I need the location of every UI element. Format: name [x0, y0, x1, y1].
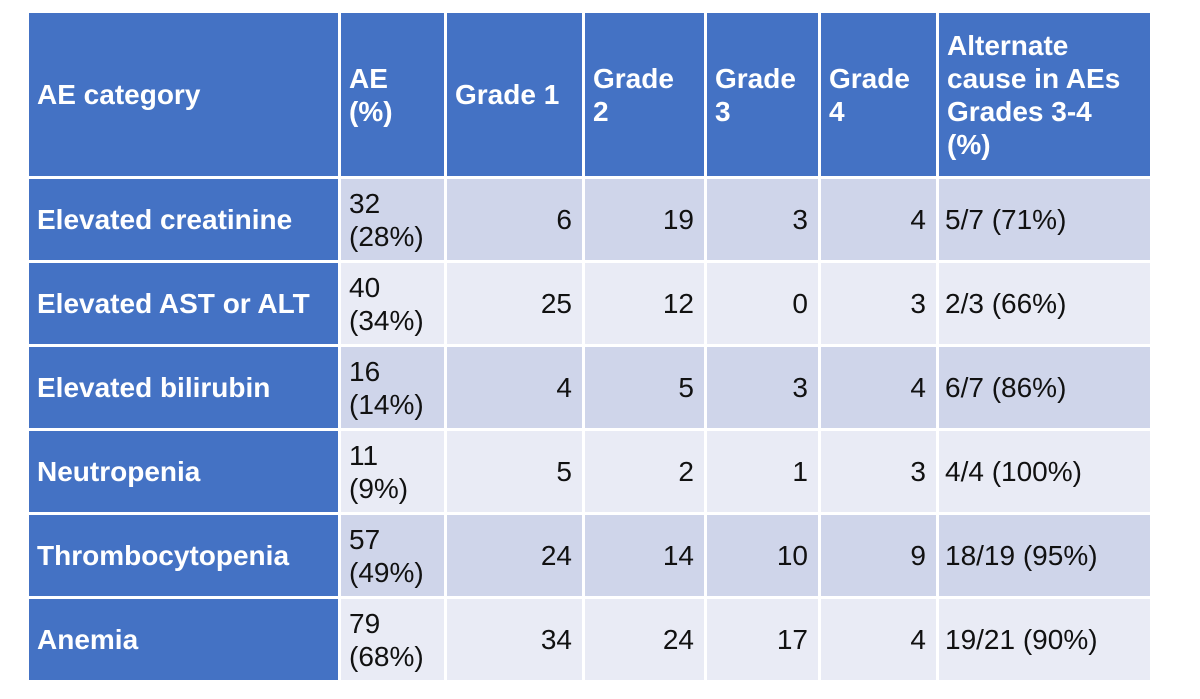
cell-grade-2: 2: [582, 428, 707, 515]
cell-ae-percent: 11 (9%): [338, 428, 447, 515]
cell-alternate-cause: 6/7 (86%): [936, 344, 1153, 431]
cell-grade-2: 14: [582, 512, 707, 599]
cell-grade-4: 3: [818, 260, 939, 347]
cell-grade-3: 10: [704, 512, 821, 599]
cell-grade-4: 4: [818, 596, 939, 683]
header-ae-percent: AE (%): [338, 10, 447, 179]
cell-grade-1: 34: [444, 596, 585, 683]
cell-ae-percent: 32 (28%): [338, 176, 447, 263]
header-alternate-cause: Alternate cause in AEs Grades 3-4 (%): [936, 10, 1153, 179]
cell-grade-1: 25: [444, 260, 585, 347]
header-grade-4: Grade 4: [818, 10, 939, 179]
table-row: Thrombocytopenia 57 (49%) 24 14 10 9 18/…: [26, 512, 1153, 599]
table-row: Anemia 79 (68%) 34 24 17 4 19/21 (90%): [26, 596, 1153, 683]
cell-grade-4: 3: [818, 428, 939, 515]
cell-grade-4: 4: [818, 176, 939, 263]
cell-grade-4: 9: [818, 512, 939, 599]
cell-grade-3: 3: [704, 344, 821, 431]
cell-ae-percent: 40 (34%): [338, 260, 447, 347]
row-category: Neutropenia: [26, 428, 341, 515]
cell-grade-3: 3: [704, 176, 821, 263]
row-category: Anemia: [26, 596, 341, 683]
cell-alternate-cause: 2/3 (66%): [936, 260, 1153, 347]
cell-grade-4: 4: [818, 344, 939, 431]
row-category: Thrombocytopenia: [26, 512, 341, 599]
cell-grade-2: 5: [582, 344, 707, 431]
cell-alternate-cause: 18/19 (95%): [936, 512, 1153, 599]
row-category: Elevated bilirubin: [26, 344, 341, 431]
header-grade-3: Grade 3: [704, 10, 821, 179]
cell-grade-3: 17: [704, 596, 821, 683]
cell-grade-2: 12: [582, 260, 707, 347]
header-grade-2: Grade 2: [582, 10, 707, 179]
row-category: Elevated AST or ALT: [26, 260, 341, 347]
cell-grade-2: 19: [582, 176, 707, 263]
table-row: Elevated creatinine 32 (28%) 6 19 3 4 5/…: [26, 176, 1153, 263]
cell-ae-percent: 16 (14%): [338, 344, 447, 431]
cell-grade-1: 5: [444, 428, 585, 515]
cell-grade-1: 6: [444, 176, 585, 263]
table-row: Elevated AST or ALT 40 (34%) 25 12 0 3 2…: [26, 260, 1153, 347]
cell-grade-3: 0: [704, 260, 821, 347]
cell-ae-percent: 79 (68%): [338, 596, 447, 683]
table-row: Elevated bilirubin 16 (14%) 4 5 3 4 6/7 …: [26, 344, 1153, 431]
ae-table: AE category AE (%) Grade 1 Grade 2 Grade…: [26, 10, 1153, 683]
ae-table-container: AE category AE (%) Grade 1 Grade 2 Grade…: [26, 10, 1153, 683]
header-ae-category: AE category: [26, 10, 341, 179]
table-row: Neutropenia 11 (9%) 5 2 1 3 4/4 (100%): [26, 428, 1153, 515]
cell-alternate-cause: 4/4 (100%): [936, 428, 1153, 515]
cell-grade-3: 1: [704, 428, 821, 515]
header-row: AE category AE (%) Grade 1 Grade 2 Grade…: [26, 10, 1153, 179]
cell-grade-1: 4: [444, 344, 585, 431]
cell-grade-1: 24: [444, 512, 585, 599]
row-category: Elevated creatinine: [26, 176, 341, 263]
cell-alternate-cause: 19/21 (90%): [936, 596, 1153, 683]
header-grade-1: Grade 1: [444, 10, 585, 179]
cell-alternate-cause: 5/7 (71%): [936, 176, 1153, 263]
cell-ae-percent: 57 (49%): [338, 512, 447, 599]
cell-grade-2: 24: [582, 596, 707, 683]
